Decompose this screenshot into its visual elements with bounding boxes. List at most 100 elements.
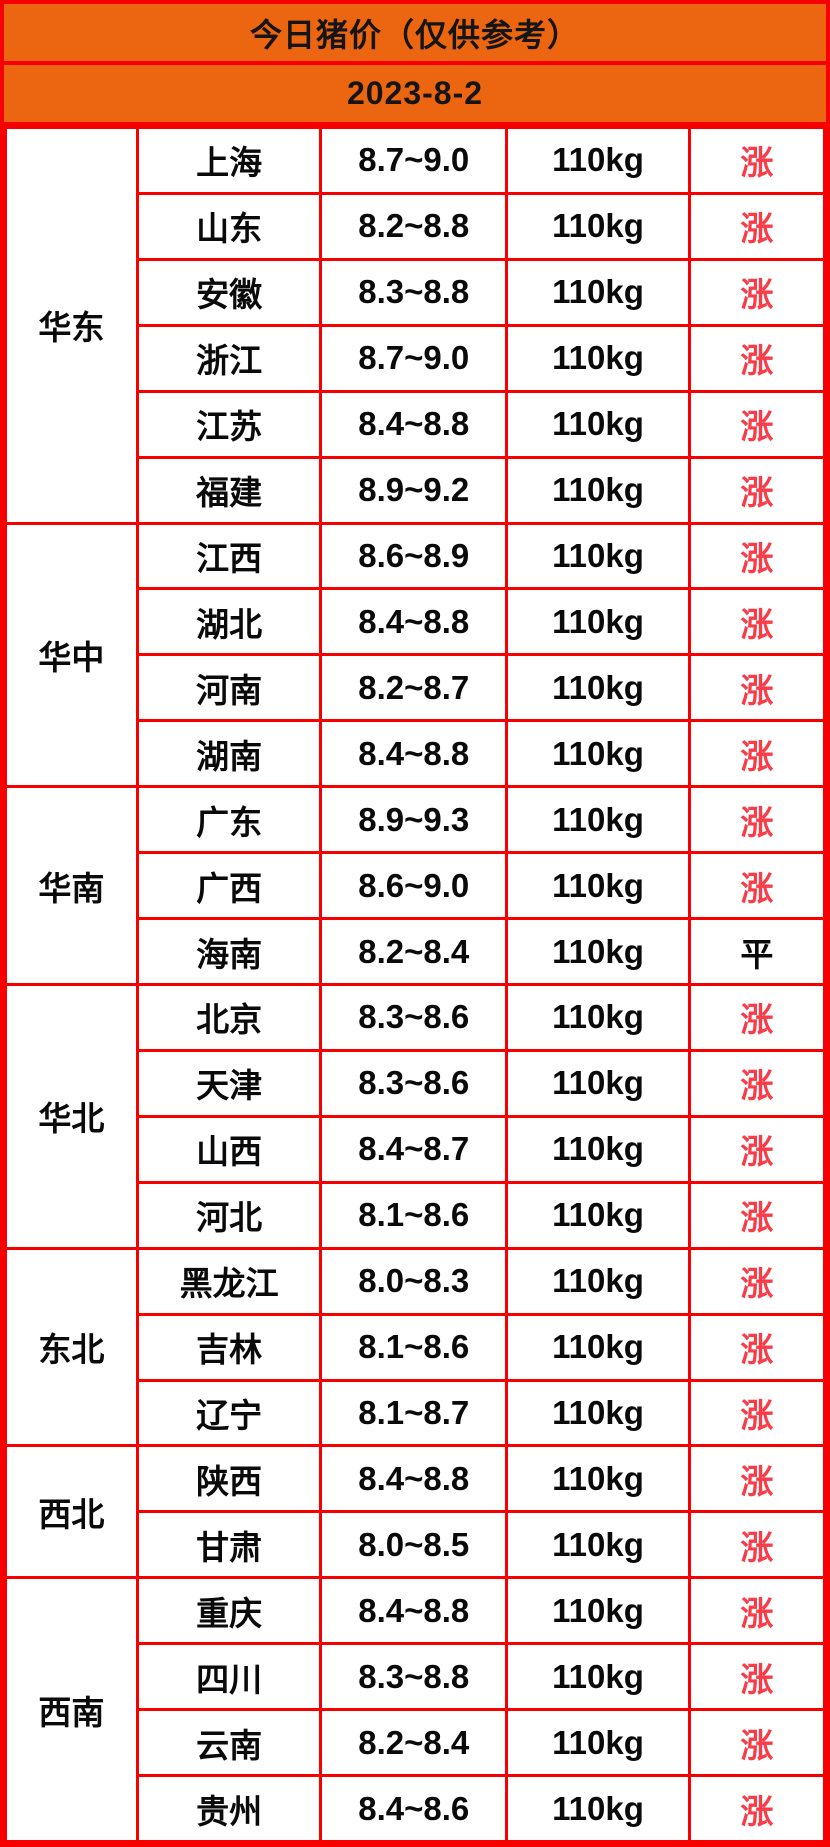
table-row: 山东 8.2~8.8 110kg 涨 [6,191,826,261]
province-cell: 江西 [135,521,323,591]
table-row: 华北 北京 8.3~8.6 110kg 涨 [4,982,826,1250]
price-cell: 8.1~8.6 [319,1312,509,1382]
trend-cell: 涨 [687,1114,826,1184]
province-cell: 湖北 [135,587,323,657]
weight-cell: 110kg [505,191,691,261]
trend-cell: 涨 [687,521,826,591]
province-cell: 河北 [135,1180,323,1250]
trend-cell: 涨 [687,1444,826,1514]
table-row: 浙江 8.7~9.0 110kg 涨 [6,323,826,393]
weight-cell: 110kg [505,1312,691,1382]
trend-cell: 涨 [687,389,826,459]
table-row: 西南 重庆 8.4~8.8 110kg 涨 [4,1576,826,1843]
trend-cell: 涨 [687,1312,826,1382]
province-cell: 上海 [135,126,323,195]
region-cell: 西北 [4,1444,139,1580]
table-row: 云南 8.2~8.4 110kg 涨 [6,1708,826,1778]
weight-cell: 110kg [505,126,691,195]
price-cell: 8.4~8.7 [319,1114,509,1184]
trend-cell: 涨 [687,1246,826,1316]
region-cell: 华东 [4,126,139,525]
price-cell: 8.9~9.2 [319,455,509,525]
table-row: 东北 黑龙江 8.0~8.3 110kg 涨 [4,1246,826,1448]
price-cell: 8.6~9.0 [319,851,509,921]
weight-cell: 110kg [505,257,691,327]
province-cell: 福建 [135,455,323,525]
price-cell: 8.2~8.4 [319,917,509,986]
price-cell: 8.7~9.0 [319,126,509,195]
province-cell: 吉林 [135,1312,323,1382]
province-cell: 海南 [135,917,323,986]
table-row: 山西 8.4~8.7 110kg 涨 [6,1114,826,1184]
weight-cell: 110kg [505,1378,691,1448]
weight-cell: 110kg [505,587,691,657]
province-cell: 重庆 [135,1576,323,1646]
province-cell: 山东 [135,191,323,261]
province-cell: 广西 [135,851,323,921]
table-row: 湖北 8.4~8.8 110kg 涨 [6,587,826,657]
table-row: 安徽 8.3~8.8 110kg 涨 [6,257,826,327]
table-row: 华南 广东 8.9~9.3 110kg 涨 [4,785,826,986]
price-table-body: 华东 上海 8.7~9.0 110kg 涨山东 8.2~8.8 110kg 涨安徽 8.3~8.… [4,126,826,1843]
province-cell: 云南 [135,1708,323,1778]
table-row: 河南 8.2~8.7 110kg 涨 [6,653,826,723]
trend-cell: 涨 [687,1576,826,1646]
weight-cell: 110kg [505,1114,691,1184]
trend-cell: 涨 [687,1048,826,1118]
weight-cell: 110kg [505,1774,691,1843]
weight-cell: 110kg [505,851,691,921]
region-cell: 西南 [4,1576,139,1843]
table-row: 西北 陕西 8.4~8.8 110kg 涨 [4,1444,826,1580]
price-table-wrap: 华东 上海 8.7~9.0 110kg 涨山东 8.2~8.8 110kg 涨安徽 8.3~8.… [4,126,826,1843]
price-table: 华东 上海 8.7~9.0 110kg 涨山东 8.2~8.8 110kg 涨安徽 8.3~8.… [4,126,826,1843]
province-cell: 河南 [135,653,323,723]
province-cell: 贵州 [135,1774,323,1843]
table-row: 天津 8.3~8.6 110kg 涨 [6,1048,826,1118]
price-cell: 8.2~8.8 [319,191,509,261]
province-cell: 甘肃 [135,1510,323,1580]
price-cell: 8.0~8.3 [319,1246,509,1316]
trend-cell: 涨 [687,653,826,723]
trend-cell: 涨 [687,257,826,327]
trend-cell: 涨 [687,1180,826,1250]
trend-cell: 涨 [687,1642,826,1712]
table-row: 湖南 8.4~8.8 110kg 涨 [6,719,826,789]
price-cell: 8.1~8.7 [319,1378,509,1448]
province-cell: 湖南 [135,719,323,789]
province-cell: 安徽 [135,257,323,327]
region-cell: 华北 [4,982,139,1250]
weight-cell: 110kg [505,1048,691,1118]
province-cell: 江苏 [135,389,323,459]
price-cell: 8.3~8.8 [319,257,509,327]
trend-cell: 涨 [687,1708,826,1778]
table-row: 辽宁 8.1~8.7 110kg 涨 [6,1378,826,1448]
weight-cell: 110kg [505,1708,691,1778]
region-cell: 华南 [4,785,139,986]
price-cell: 8.3~8.6 [319,982,509,1052]
weight-cell: 110kg [505,1510,691,1580]
trend-cell: 涨 [687,1378,826,1448]
trend-cell: 涨 [687,1510,826,1580]
trend-cell: 涨 [687,191,826,261]
trend-cell: 涨 [687,785,826,855]
trend-cell: 涨 [687,323,826,393]
trend-cell: 涨 [687,982,826,1052]
price-cell: 8.2~8.7 [319,653,509,723]
weight-cell: 110kg [505,455,691,525]
weight-cell: 110kg [505,1444,691,1514]
weight-cell: 110kg [505,389,691,459]
province-cell: 四川 [135,1642,323,1712]
price-cell: 8.1~8.6 [319,1180,509,1250]
trend-cell: 涨 [687,1774,826,1843]
province-cell: 陕西 [135,1444,323,1514]
province-cell: 浙江 [135,323,323,393]
province-cell: 黑龙江 [135,1246,323,1316]
price-cell: 8.6~8.9 [319,521,509,591]
trend-cell: 涨 [687,455,826,525]
province-cell: 辽宁 [135,1378,323,1448]
price-cell: 8.2~8.4 [319,1708,509,1778]
table-row: 河北 8.1~8.6 110kg 涨 [6,1180,826,1250]
price-cell: 8.4~8.8 [319,719,509,789]
weight-cell: 110kg [505,982,691,1052]
